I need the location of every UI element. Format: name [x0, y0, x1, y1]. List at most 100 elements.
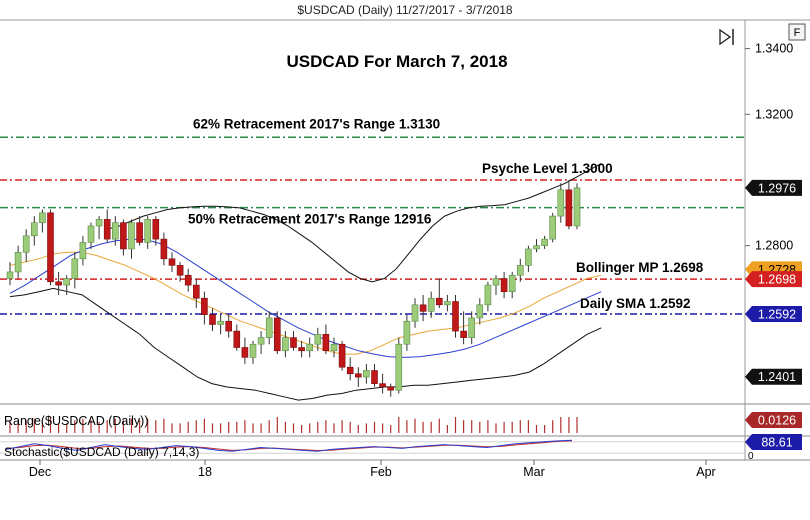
candle-body-down — [168, 258, 176, 266]
stoch-panel-label: Stochastic($USDCAD (Daily) 7,14,3) — [4, 445, 199, 459]
candle-body-up — [492, 278, 500, 286]
range-panel-label: Range($USDCAD (Daily)) — [4, 414, 148, 428]
candle — [516, 258, 524, 282]
window-title: $USDCAD (Daily) 11/27/2017 - 3/7/2018 — [297, 3, 513, 17]
candle-body-up — [363, 370, 370, 378]
candle — [87, 222, 95, 249]
candle-body-up — [22, 235, 30, 253]
retrace-50-label: 50% Retracement 2017's Range 12916 — [188, 212, 432, 227]
price-axis: 1.34001.32001.28001.29761.27281.26981.25… — [745, 42, 802, 385]
candle-body-down — [120, 222, 127, 250]
candle-body-down — [322, 334, 330, 352]
candle-body-up — [79, 242, 87, 260]
candle-body-down — [55, 281, 62, 286]
candle-body-down — [176, 265, 184, 276]
candle — [500, 271, 508, 299]
time-axis: Dec 18 Feb Mar Apr — [29, 460, 716, 479]
candle — [484, 281, 492, 312]
candle-body-down — [354, 373, 362, 378]
candle — [419, 294, 427, 322]
candle — [193, 278, 200, 309]
candle — [427, 291, 435, 318]
candle-body-up — [508, 274, 516, 292]
time-tick-label: Apr — [696, 465, 715, 479]
candle-body-up — [265, 317, 273, 338]
candle-body-up — [306, 343, 314, 352]
candle — [201, 291, 208, 325]
candle-body-down — [201, 297, 208, 315]
candle-body-up — [411, 304, 419, 322]
candle — [338, 340, 346, 371]
candle — [435, 278, 443, 309]
candle — [354, 367, 362, 387]
candle-body-up — [217, 320, 224, 325]
candle — [273, 311, 281, 355]
candle-body-down — [273, 317, 281, 352]
candle-body-up — [314, 334, 322, 345]
candle — [136, 216, 143, 246]
candle — [387, 383, 395, 397]
candle — [112, 216, 119, 246]
stoch-badge-bg — [745, 434, 802, 450]
price-badge-bg — [745, 179, 802, 196]
step-forward-icon[interactable] — [719, 28, 734, 46]
candle — [444, 294, 451, 312]
candle-body-down — [290, 337, 297, 348]
candle-body-up — [330, 343, 338, 352]
candle — [6, 262, 14, 286]
time-tick-label: 18 — [198, 465, 212, 479]
price-badge: 1.2698 — [745, 271, 802, 288]
candle-body-up — [257, 337, 265, 345]
candle-body-down — [209, 314, 216, 325]
candle-body-up — [403, 320, 411, 345]
time-tick-label: Dec — [29, 465, 51, 479]
time-tick-label: Mar — [523, 465, 545, 479]
f-button-label: F — [794, 27, 801, 39]
candle-body-down — [435, 297, 443, 306]
candle-body-up — [549, 215, 557, 240]
candle — [55, 271, 62, 295]
candle-body-down — [565, 189, 573, 227]
candle — [573, 183, 581, 230]
time-tick-label: Feb — [370, 465, 392, 479]
range-value-badge: 0.0126 — [745, 412, 802, 428]
candle-body-up — [444, 301, 451, 306]
f-button[interactable]: F — [788, 23, 806, 41]
candle-body-down — [460, 330, 467, 338]
candle-body-down — [152, 219, 160, 240]
stoch-scale-bottom: 0 — [748, 451, 754, 462]
price-badge-bg — [745, 271, 802, 288]
candle — [290, 331, 297, 351]
candle — [63, 275, 71, 295]
candle — [460, 311, 467, 345]
candle-body-down — [500, 278, 508, 292]
candle — [152, 216, 160, 246]
candle — [371, 363, 378, 387]
candle — [492, 275, 500, 295]
candle — [525, 245, 532, 272]
candle — [128, 219, 135, 259]
stoch-k-line — [5, 439, 573, 452]
price-badge: 1.2401 — [745, 368, 802, 385]
price-badge-label: 1.2592 — [758, 307, 796, 321]
candle-body-down — [47, 212, 54, 283]
candle — [265, 311, 273, 345]
main-price-pane — [0, 136, 745, 401]
candle-body-down — [387, 386, 395, 391]
candle-body-up — [516, 265, 524, 276]
candle — [476, 298, 484, 325]
candle-body-down — [103, 219, 111, 240]
candle — [176, 262, 184, 282]
candle — [120, 219, 127, 256]
candle-body-down — [452, 301, 459, 332]
bollinger-lower-line — [9, 287, 602, 401]
candle — [233, 324, 241, 351]
candle-body-up — [427, 297, 435, 312]
sma-line — [9, 238, 602, 358]
candle-body-down — [298, 347, 305, 352]
candle-body-up — [95, 219, 103, 227]
candle-body-up — [14, 251, 22, 273]
candle-body-down — [136, 222, 143, 243]
candle — [249, 340, 257, 364]
